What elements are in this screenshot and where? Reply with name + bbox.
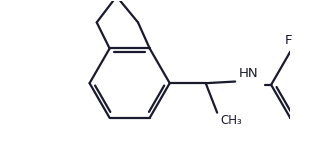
Text: HN: HN <box>238 67 258 80</box>
Text: CH₃: CH₃ <box>220 114 242 127</box>
Text: F: F <box>285 34 292 47</box>
